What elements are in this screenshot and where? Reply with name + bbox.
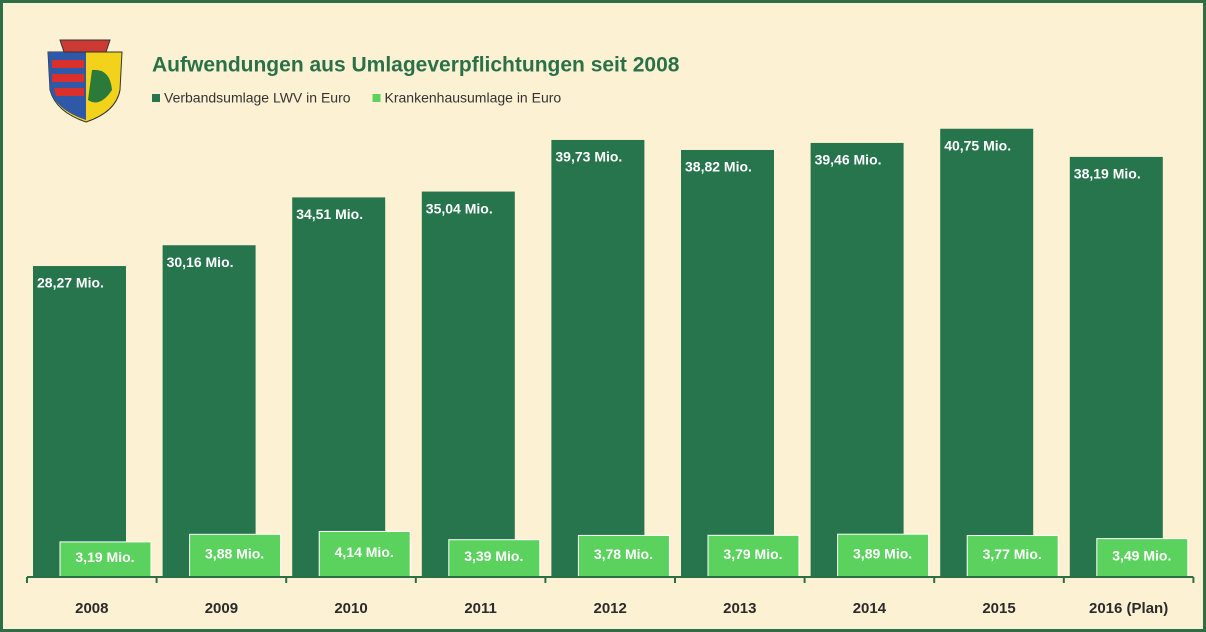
- x-tick-label: 2015: [982, 600, 1015, 617]
- data-label: 28,27 Mio.: [37, 275, 104, 291]
- bar: [577, 534, 670, 578]
- x-tick-label: 2011: [464, 600, 497, 617]
- data-label: 3,39 Mio.: [464, 548, 523, 564]
- legend-marker: [372, 94, 381, 102]
- data-label: 35,04 Mio.: [426, 200, 493, 216]
- data-label: 30,16 Mio.: [167, 254, 234, 270]
- bar: [940, 128, 1034, 577]
- x-tick-label: 2016 (Plan): [1089, 600, 1168, 617]
- bar: [707, 534, 800, 578]
- chart-title: Aufwendungen aus Umlageverpflichtungen s…: [152, 54, 680, 77]
- data-label: 3,77 Mio.: [983, 546, 1042, 562]
- data-label: 3,79 Mio.: [723, 546, 782, 562]
- legend-label: Verbandsumlage LWV in Euro: [164, 90, 351, 106]
- x-tick-label: 2013: [723, 600, 756, 617]
- bar: [1069, 156, 1163, 577]
- data-label: 3,88 Mio.: [205, 545, 264, 561]
- data-label: 34,51 Mio.: [296, 206, 363, 222]
- data-label: 3,89 Mio.: [853, 545, 912, 561]
- x-tick-label: 2014: [853, 600, 887, 617]
- x-tick-label: 2012: [594, 600, 627, 617]
- bar: [162, 245, 256, 578]
- data-label: 3,19 Mio.: [75, 549, 134, 565]
- x-tick-label: 2010: [334, 600, 367, 617]
- data-label: 38,19 Mio.: [1074, 166, 1141, 182]
- bar: [810, 142, 904, 577]
- bar: [551, 139, 645, 577]
- data-label: 3,49 Mio.: [1112, 548, 1171, 564]
- legend-marker: [152, 94, 160, 102]
- data-label: 38,82 Mio.: [685, 159, 752, 175]
- coat-of-arms: [47, 39, 123, 123]
- data-label: 3,78 Mio.: [594, 546, 653, 562]
- data-label: 40,75 Mio.: [944, 137, 1011, 153]
- x-tick-label: 2008: [75, 600, 108, 617]
- bar: [292, 197, 386, 577]
- data-label: 39,46 Mio.: [815, 152, 882, 168]
- data-label: 39,73 Mio.: [555, 149, 622, 165]
- x-tick-label: 2009: [205, 600, 238, 617]
- bar: [33, 266, 126, 577]
- bar: [966, 535, 1059, 578]
- data-label: 4,14 Mio.: [335, 544, 394, 560]
- legend-label: Krankenhausumlage in Euro: [385, 90, 562, 106]
- bar: [837, 533, 930, 578]
- bar: [681, 149, 774, 578]
- bar: [421, 191, 515, 577]
